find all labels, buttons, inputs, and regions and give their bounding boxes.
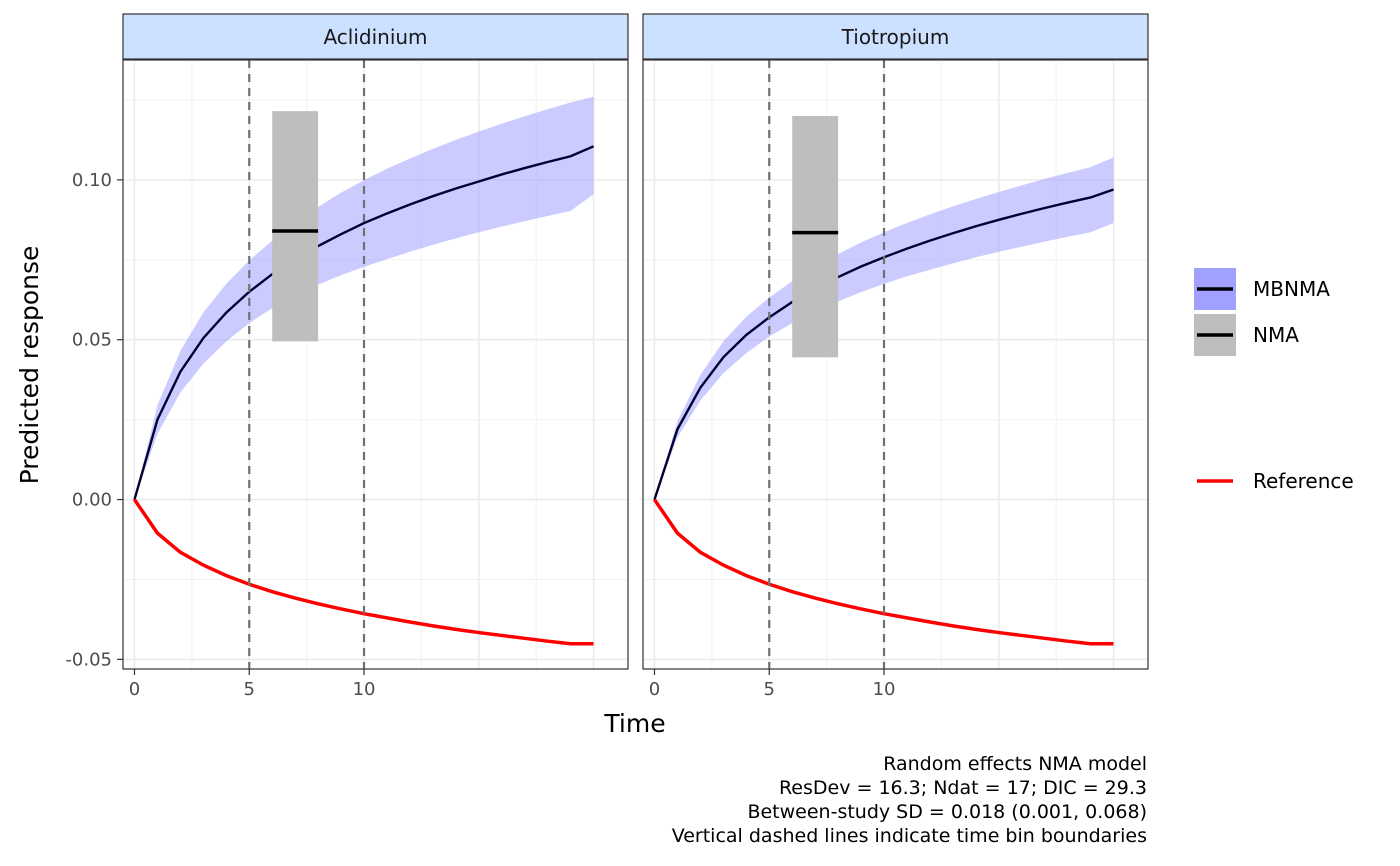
mbnma-ribbon (654, 157, 1114, 500)
x-tick-label: 5 (764, 679, 775, 700)
y-tick-label: 0.10 (72, 170, 112, 191)
nma-interval (792, 115, 839, 358)
caption-line: Random effects NMA model (883, 753, 1147, 775)
panel: Tiotropium (642, 13, 1149, 670)
legend-key (1194, 314, 1236, 356)
mbnma-ribbon (134, 96, 594, 500)
panel-strip (642, 13, 1149, 60)
panel: Aclidinium (122, 13, 629, 670)
nma-interval (272, 111, 319, 342)
caption-line: Between-study SD = 0.018 (0.001, 0.068) (747, 801, 1147, 823)
legend-label: MBNMA (1253, 277, 1330, 301)
y-tick-label: 0.00 (72, 490, 112, 511)
panel-border (642, 59, 1149, 670)
panel-strip-title: Tiotropium (841, 25, 950, 49)
panel-strip (122, 13, 629, 60)
x-tick-label: 0 (129, 679, 140, 700)
y-tick-label: 0.05 (72, 330, 112, 351)
legend-label: NMA (1253, 323, 1299, 347)
panel-border (122, 59, 629, 670)
x-tick-label: 10 (873, 679, 896, 700)
chart-axes: 0 5 10 0 5 10 -0.05 0.00 0.05 0.10 (65, 170, 895, 700)
caption-line: ResDev = 16.3; Ndat = 17; DIC = 29.3 (779, 777, 1147, 799)
caption-line: Vertical dashed lines indicate time bin … (672, 825, 1147, 847)
legend: MBNMA NMA Reference (1194, 268, 1354, 493)
y-tick-label: -0.05 (65, 649, 112, 670)
legend-label: Reference (1253, 469, 1354, 493)
x-axis-label: Time (603, 709, 665, 738)
chart-panels: Aclidinium Tiotropium (122, 13, 1149, 670)
legend-key (1194, 268, 1236, 310)
x-tick-label: 10 (353, 679, 376, 700)
panel-strip-title: Aclidinium (323, 25, 427, 49)
x-tick-label: 0 (649, 679, 660, 700)
x-tick-label: 5 (244, 679, 255, 700)
caption: Random effects NMA model ResDev = 16.3; … (672, 753, 1147, 847)
y-axis-label: Predicted response (15, 246, 44, 485)
mbnma-line (133, 145, 595, 500)
